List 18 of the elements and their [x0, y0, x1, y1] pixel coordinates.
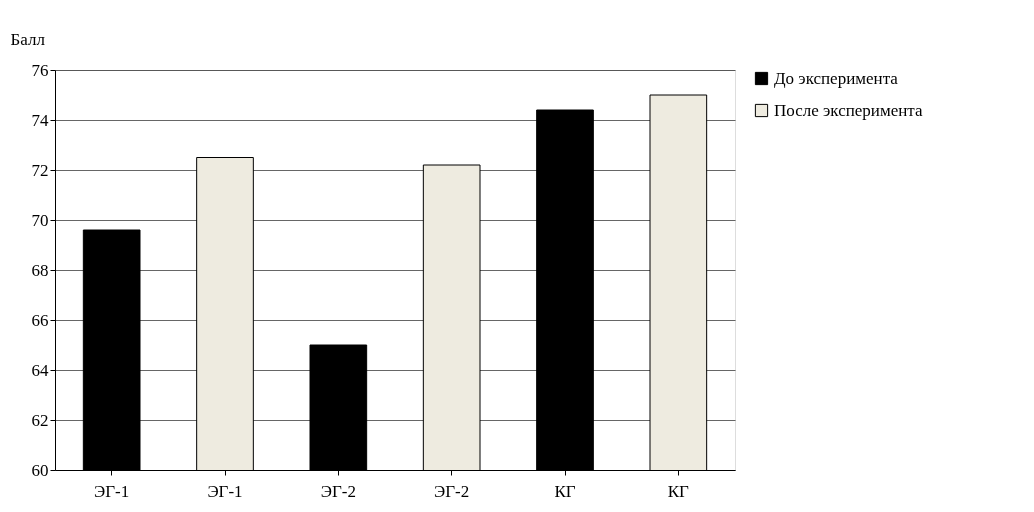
x-tick-label: ЭГ-1: [207, 481, 243, 501]
x-tick-label: ЭГ-2: [320, 481, 356, 501]
y-tick-label: 76: [31, 60, 49, 80]
legend-label: После эксперимента: [774, 100, 923, 120]
legend-label: До эксперимента: [774, 68, 899, 88]
y-tick-label: 68: [31, 260, 49, 280]
y-tick-label: 74: [31, 110, 49, 130]
x-tick-label: КГ: [667, 481, 690, 501]
x-tick-label: КГ: [554, 481, 576, 501]
x-tick-label: ЭГ-2: [434, 481, 470, 501]
y-tick-label: 64: [31, 360, 49, 380]
y-tick-label: 72: [31, 160, 49, 180]
y-axis-title: Балл: [10, 29, 46, 49]
y-tick-label: 70: [31, 210, 49, 230]
y-tick-label: 62: [31, 410, 49, 430]
x-tick-label: ЭГ-1: [94, 481, 130, 501]
y-tick-label: 66: [31, 310, 49, 330]
y-tick-label: 60: [31, 460, 49, 480]
